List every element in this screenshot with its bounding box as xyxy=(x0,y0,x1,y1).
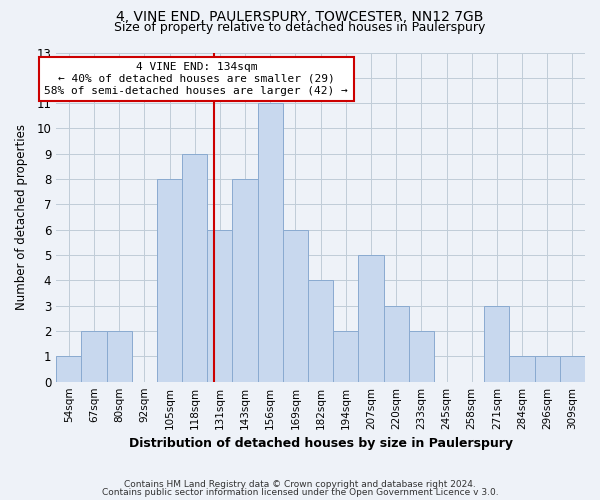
Text: Size of property relative to detached houses in Paulerspury: Size of property relative to detached ho… xyxy=(115,21,485,34)
Bar xyxy=(283,230,308,382)
Bar xyxy=(484,306,509,382)
Bar xyxy=(56,356,82,382)
Text: 4, VINE END, PAULERSPURY, TOWCESTER, NN12 7GB: 4, VINE END, PAULERSPURY, TOWCESTER, NN1… xyxy=(116,10,484,24)
Text: 4 VINE END: 134sqm
← 40% of detached houses are smaller (29)
58% of semi-detache: 4 VINE END: 134sqm ← 40% of detached hou… xyxy=(44,62,348,96)
Bar xyxy=(257,103,283,382)
Y-axis label: Number of detached properties: Number of detached properties xyxy=(15,124,28,310)
Bar xyxy=(358,255,383,382)
Bar xyxy=(182,154,207,382)
Bar xyxy=(107,331,132,382)
Bar xyxy=(535,356,560,382)
Bar xyxy=(82,331,107,382)
Text: Contains HM Land Registry data © Crown copyright and database right 2024.: Contains HM Land Registry data © Crown c… xyxy=(124,480,476,489)
Bar xyxy=(207,230,232,382)
Bar xyxy=(308,280,333,382)
Bar xyxy=(383,306,409,382)
Bar xyxy=(157,179,182,382)
Text: Contains public sector information licensed under the Open Government Licence v : Contains public sector information licen… xyxy=(101,488,499,497)
Bar xyxy=(333,331,358,382)
Bar xyxy=(509,356,535,382)
Bar xyxy=(409,331,434,382)
Bar xyxy=(560,356,585,382)
X-axis label: Distribution of detached houses by size in Paulerspury: Distribution of detached houses by size … xyxy=(128,437,512,450)
Bar xyxy=(232,179,257,382)
